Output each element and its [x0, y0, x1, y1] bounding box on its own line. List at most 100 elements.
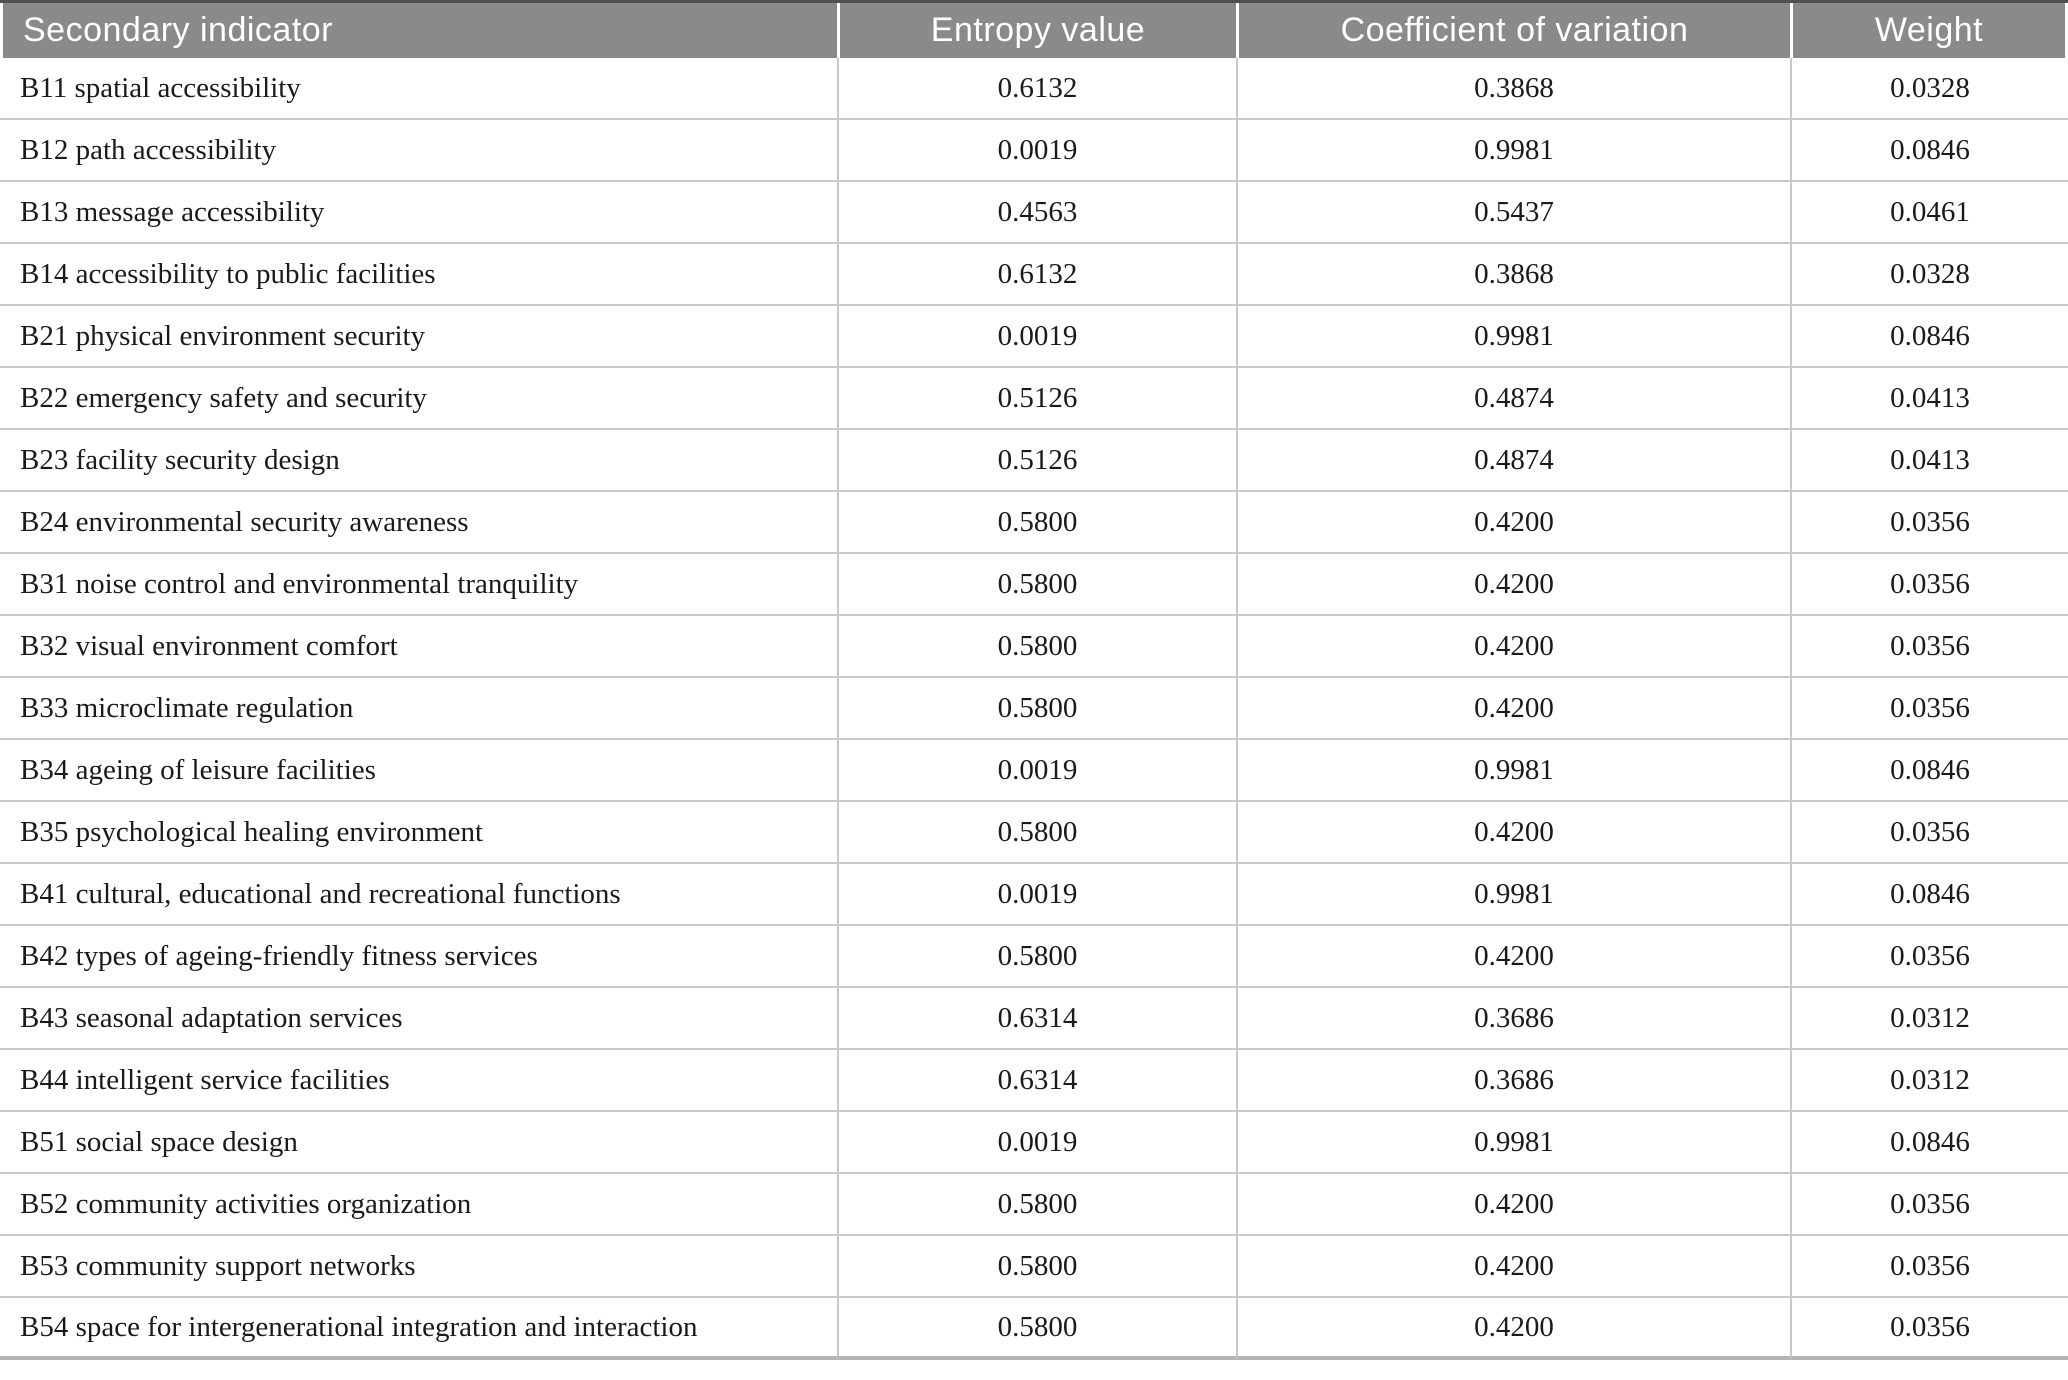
cell-entropy: 0.5800	[837, 492, 1236, 554]
table-row: B23 facility security design 0.5126 0.4874…	[0, 430, 2068, 492]
cell-coefficient-of-variation: 0.3868	[1236, 58, 1790, 120]
cell-indicator: B53 community support networks	[0, 1236, 837, 1298]
column-header-secondary-indicator: Secondary indicator	[0, 3, 837, 58]
cell-entropy: 0.5800	[837, 1236, 1236, 1298]
cell-weight: 0.0356	[1790, 1236, 2068, 1298]
cell-coefficient-of-variation: 0.4200	[1236, 926, 1790, 988]
cell-entropy: 0.5800	[837, 1174, 1236, 1236]
column-header-entropy-value: Entropy value	[837, 3, 1236, 58]
cell-coefficient-of-variation: 0.4200	[1236, 554, 1790, 616]
cell-entropy: 0.6132	[837, 58, 1236, 120]
table-row: B44 intelligent service facilities 0.6314…	[0, 1050, 2068, 1112]
cell-coefficient-of-variation: 0.4200	[1236, 1174, 1790, 1236]
cell-indicator: B44 intelligent service facilities	[0, 1050, 837, 1112]
cell-indicator: B11 spatial accessibility	[0, 58, 837, 120]
table-row: B42 types of ageing-friendly fitness ser…	[0, 926, 2068, 988]
cell-weight: 0.0356	[1790, 492, 2068, 554]
cell-weight: 0.0356	[1790, 1174, 2068, 1236]
cell-indicator: B32 visual environment comfort	[0, 616, 837, 678]
table-row: B35 psychological healing environment 0.5…	[0, 802, 2068, 864]
cell-weight: 0.0356	[1790, 802, 2068, 864]
cell-coefficient-of-variation: 0.3868	[1236, 244, 1790, 306]
cell-coefficient-of-variation: 0.5437	[1236, 182, 1790, 244]
cell-coefficient-of-variation: 0.4874	[1236, 368, 1790, 430]
cell-entropy: 0.5800	[837, 616, 1236, 678]
cell-weight: 0.0312	[1790, 1050, 2068, 1112]
cell-entropy: 0.5800	[837, 926, 1236, 988]
cell-coefficient-of-variation: 0.9981	[1236, 864, 1790, 926]
cell-entropy: 0.4563	[837, 182, 1236, 244]
cell-entropy: 0.5126	[837, 368, 1236, 430]
cell-coefficient-of-variation: 0.4200	[1236, 1298, 1790, 1360]
cell-indicator: B34 ageing of leisure facilities	[0, 740, 837, 802]
cell-weight: 0.0846	[1790, 740, 2068, 802]
cell-entropy: 0.5126	[837, 430, 1236, 492]
cell-weight: 0.0846	[1790, 306, 2068, 368]
cell-coefficient-of-variation: 0.4200	[1236, 678, 1790, 740]
cell-indicator: B23 facility security design	[0, 430, 837, 492]
cell-coefficient-of-variation: 0.4200	[1236, 616, 1790, 678]
cell-indicator: B31 noise control and environmental tran…	[0, 554, 837, 616]
cell-entropy: 0.6132	[837, 244, 1236, 306]
cell-entropy: 0.6314	[837, 988, 1236, 1050]
table-row: B21 physical environment security 0.0019 0…	[0, 306, 2068, 368]
table-row: B53 community support networks 0.5800 0.42…	[0, 1236, 2068, 1298]
cell-coefficient-of-variation: 0.4200	[1236, 802, 1790, 864]
table-row: B22 emergency safety and security 0.5126 0…	[0, 368, 2068, 430]
table-row: B32 visual environment comfort 0.5800 0.42…	[0, 616, 2068, 678]
table-row: B33 microclimate regulation 0.5800 0.4200 0…	[0, 678, 2068, 740]
cell-weight: 0.0461	[1790, 182, 2068, 244]
cell-indicator: B35 psychological healing environment	[0, 802, 837, 864]
table-row: B41 cultural, educational and recreation…	[0, 864, 2068, 926]
header-row: Secondary indicator Entropy value Coeffi…	[0, 3, 2068, 58]
cell-entropy: 0.5800	[837, 554, 1236, 616]
column-header-coefficient-of-variation: Coefficient of variation	[1236, 3, 1790, 58]
column-header-weight: Weight	[1790, 3, 2068, 58]
cell-entropy: 0.0019	[837, 1112, 1236, 1174]
cell-indicator: B51 social space design	[0, 1112, 837, 1174]
cell-entropy: 0.0019	[837, 864, 1236, 926]
table-header: Secondary indicator Entropy value Coeffi…	[0, 3, 2068, 58]
table-row: B51 social space design 0.0019 0.9981 0.084…	[0, 1112, 2068, 1174]
table-row: B12 path accessibility 0.0019 0.9981 0.0846	[0, 120, 2068, 182]
table-row: B52 community activities organization 0.5…	[0, 1174, 2068, 1236]
table-row: B11 spatial accessibility 0.6132 0.3868 0.0…	[0, 58, 2068, 120]
cell-coefficient-of-variation: 0.4874	[1236, 430, 1790, 492]
cell-indicator: B42 types of ageing-friendly fitness ser…	[0, 926, 837, 988]
cell-indicator: B24 environmental security awareness	[0, 492, 837, 554]
cell-indicator: B21 physical environment security	[0, 306, 837, 368]
cell-coefficient-of-variation: 0.4200	[1236, 492, 1790, 554]
table-row: B54 space for intergenerational integrat…	[0, 1298, 2068, 1360]
cell-indicator: B22 emergency safety and security	[0, 368, 837, 430]
cell-weight: 0.0356	[1790, 926, 2068, 988]
cell-entropy: 0.0019	[837, 740, 1236, 802]
cell-coefficient-of-variation: 0.3686	[1236, 1050, 1790, 1112]
cell-entropy: 0.5800	[837, 802, 1236, 864]
cell-entropy: 0.0019	[837, 306, 1236, 368]
cell-entropy: 0.0019	[837, 120, 1236, 182]
cell-weight: 0.0413	[1790, 368, 2068, 430]
cell-weight: 0.0846	[1790, 1112, 2068, 1174]
cell-indicator: B52 community activities organization	[0, 1174, 837, 1236]
cell-weight: 0.0413	[1790, 430, 2068, 492]
table-row: B31 noise control and environmental tran…	[0, 554, 2068, 616]
cell-weight: 0.0356	[1790, 1298, 2068, 1360]
cell-weight: 0.0328	[1790, 244, 2068, 306]
cell-indicator: B54 space for intergenerational integrat…	[0, 1298, 837, 1360]
cell-indicator: B41 cultural, educational and recreation…	[0, 864, 837, 926]
cell-indicator: B12 path accessibility	[0, 120, 837, 182]
cell-coefficient-of-variation: 0.9981	[1236, 306, 1790, 368]
cell-entropy: 0.5800	[837, 1298, 1236, 1360]
cell-indicator: B43 seasonal adaptation services	[0, 988, 837, 1050]
cell-weight: 0.0846	[1790, 120, 2068, 182]
cell-indicator: B13 message accessibility	[0, 182, 837, 244]
cell-weight: 0.0356	[1790, 678, 2068, 740]
table-row: B24 environmental security awareness 0.58…	[0, 492, 2068, 554]
cell-coefficient-of-variation: 0.9981	[1236, 1112, 1790, 1174]
cell-entropy: 0.6314	[837, 1050, 1236, 1112]
cell-weight: 0.0846	[1790, 864, 2068, 926]
table-row: B14 accessibility to public facilities 0.…	[0, 244, 2068, 306]
table-body: B11 spatial accessibility 0.6132 0.3868 0.0…	[0, 58, 2068, 1360]
